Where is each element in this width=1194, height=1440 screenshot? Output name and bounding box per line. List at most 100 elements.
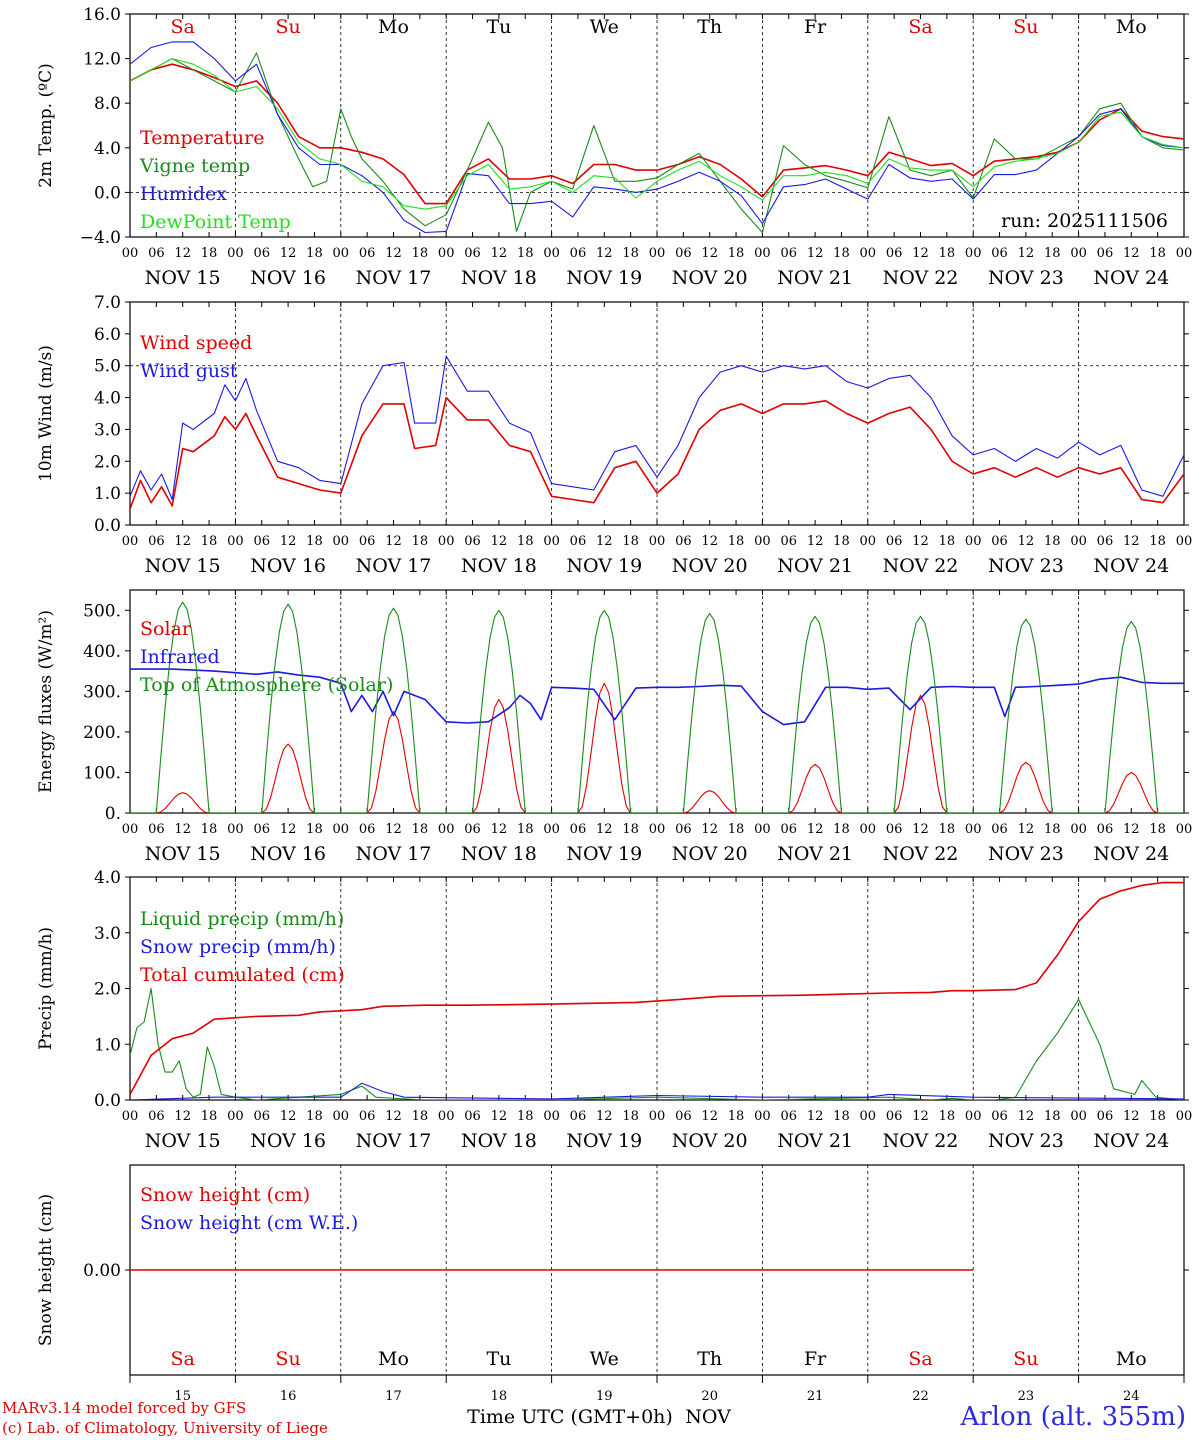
x-hour-label: 06	[148, 246, 165, 261]
credit-line-2: (c) Lab. of Climatology, University of L…	[2, 1419, 328, 1437]
x-hour-label: 12	[912, 822, 929, 837]
x-day-label: NOV 17	[356, 1130, 432, 1152]
x-day-label: NOV 18	[461, 555, 537, 577]
x-hour-label: 00	[649, 246, 666, 261]
series-infrared	[130, 668, 1184, 726]
y-tick-label: 0.0	[94, 1091, 121, 1111]
y-tick-label: 1.0	[94, 1035, 121, 1055]
x-hour-label: 18	[622, 246, 639, 261]
x-hour-label: 12	[174, 822, 191, 837]
x-day-number: 24	[1123, 1389, 1140, 1404]
day-abbr: Tu	[486, 16, 511, 38]
x-hour-label: 18	[833, 822, 850, 837]
x-hour-label: 18	[306, 246, 323, 261]
x-hour-label: 00	[543, 534, 560, 549]
x-hour-label: 18	[939, 1109, 956, 1124]
x-day-label: NOV 20	[672, 843, 748, 865]
x-hour-label: 12	[491, 246, 508, 261]
x-day-label: NOV 17	[356, 267, 432, 289]
x-day-label: NOV 21	[777, 555, 853, 577]
panel-temperature: −4.0 0.0 4.0 8.0 12.0 16.0 2m Temp. (ºC) 00 06 12…	[36, 5, 1192, 289]
x-day-label: NOV 22	[883, 555, 959, 577]
x-hour-label: 06	[1097, 534, 1114, 549]
y-tick-label: 0.0	[94, 183, 121, 203]
x-hour-label: 18	[833, 534, 850, 549]
x-hour-label: 18	[728, 246, 745, 261]
y-tick-label: 400.	[83, 642, 121, 662]
x-day-label: NOV 20	[672, 1130, 748, 1152]
x-day-number: 16	[280, 1389, 297, 1404]
x-hour-label: 00	[754, 1109, 771, 1124]
x-hour-label: 18	[517, 246, 534, 261]
x-hour-label: 00	[965, 822, 982, 837]
x-day-label: NOV 19	[566, 555, 642, 577]
x-hour-label: 18	[833, 1109, 850, 1124]
legend-entry: Snow height (cm)	[140, 1184, 310, 1206]
y-tick-label: 200.	[83, 723, 121, 743]
x-hour-label: 00	[1176, 246, 1193, 261]
x-hour-label: 18	[1149, 822, 1166, 837]
y-tick-label: 8.0	[94, 94, 121, 114]
x-hour-label: 18	[201, 534, 218, 549]
day-abbr: Tu	[486, 1348, 511, 1370]
day-abbr: Su	[1013, 1348, 1038, 1370]
x-hour-label: 12	[1123, 1109, 1140, 1124]
x-day-number: 20	[701, 1389, 718, 1404]
x-day-number: 22	[912, 1389, 929, 1404]
series-total-cumulated-cm-	[130, 881, 1184, 1095]
x-hour-label: 12	[1018, 822, 1035, 837]
x-hour-label: 18	[412, 246, 429, 261]
y-tick-label: 2.0	[94, 980, 121, 1000]
day-abbr: Mo	[378, 16, 409, 38]
panel-frame	[129, 589, 1185, 814]
x-hour-label: 00	[122, 246, 139, 261]
legend-entry: DewPoint Temp	[140, 211, 291, 233]
x-hour-label: 12	[596, 534, 613, 549]
y-axis-label: 10m Wind (m/s)	[36, 345, 56, 482]
x-hour-label: 00	[649, 1109, 666, 1124]
legend-entry: Vigne temp	[139, 155, 250, 177]
x-hour-label: 18	[412, 534, 429, 549]
y-tick-label: 300.	[83, 682, 121, 702]
x-hour-label: 06	[1097, 246, 1114, 261]
x-hour-label: 06	[780, 822, 797, 837]
day-abbr: We	[590, 16, 619, 38]
x-hour-label: 12	[385, 822, 402, 837]
x-hour-label: 18	[622, 534, 639, 549]
x-hour-label: 00	[649, 822, 666, 837]
x-hour-label: 18	[306, 822, 323, 837]
x-hour-label: 00	[965, 246, 982, 261]
x-hour-label: 12	[807, 534, 824, 549]
x-hour-label: 12	[1123, 534, 1140, 549]
x-hour-label: 18	[1044, 1109, 1061, 1124]
x-day-label: NOV 23	[988, 267, 1064, 289]
x-hour-label: 18	[728, 822, 745, 837]
panel-snow: 0.00 Snow height (cm) 15 16 17 18 19 20 21 22 23 24…	[36, 1164, 1189, 1428]
x-hour-label: 00	[1070, 534, 1087, 549]
series-liquid-precip-mm-h-	[130, 987, 1184, 1100]
x-hour-label: 18	[1149, 534, 1166, 549]
credit-line-1: MARv3.14 model forced by GFS	[2, 1399, 247, 1417]
x-hour-label: 18	[1149, 246, 1166, 261]
y-tick-label: 0.00	[83, 1261, 121, 1281]
x-day-label: NOV 15	[145, 555, 221, 577]
x-hour-label: 00	[227, 822, 244, 837]
x-day-label: NOV 15	[145, 1130, 221, 1152]
x-hour-label: 00	[438, 822, 455, 837]
x-day-number: 17	[385, 1389, 402, 1404]
series-wind-speed	[130, 396, 1184, 510]
x-hour-label: 00	[438, 534, 455, 549]
panel-precip: 0.0 1.0 2.0 3.0 4.0 Precip (mm/h) 00 06 12 18 00 06…	[36, 868, 1192, 1152]
y-tick-label: 4.0	[94, 139, 121, 159]
series-group	[130, 601, 1184, 813]
y-tick-label: 12.0	[83, 50, 121, 70]
day-abbr: Mo	[1116, 1348, 1147, 1370]
x-day-label: NOV 22	[883, 843, 959, 865]
day-abbr: We	[590, 1348, 619, 1370]
x-hour-label: 00	[438, 246, 455, 261]
legend-entry: Wind speed	[140, 332, 252, 354]
x-hour-label: 18	[833, 246, 850, 261]
x-hour-label: 12	[174, 1109, 191, 1124]
x-hour-label: 00	[333, 822, 350, 837]
y-tick-label: 16.0	[83, 5, 121, 25]
